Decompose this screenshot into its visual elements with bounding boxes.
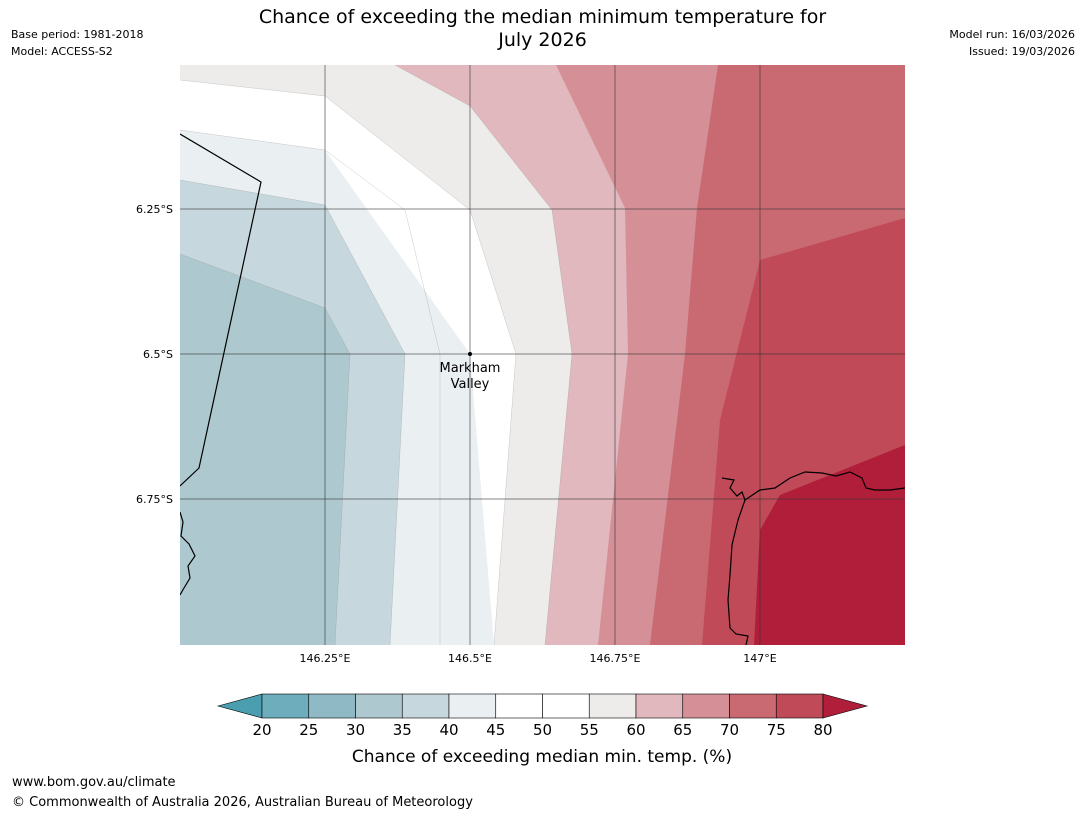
coastlines-and-borders — [180, 133, 905, 645]
footer-copyright: © Commonwealth of Australia 2026, Austra… — [12, 795, 473, 810]
colorbar-cell-20-25 — [261, 693, 310, 719]
colorbar-cell-30-35 — [355, 693, 403, 719]
map-title-line1: Chance of exceeding the median minimum t… — [258, 6, 827, 28]
lon-label-147: 147°E — [743, 652, 776, 665]
colorbar-tick-25: 25 — [299, 721, 318, 739]
base-period-text: Base period: 1981-2018 — [11, 28, 144, 41]
colorbar-cell-55-60 — [588, 693, 637, 719]
colorbar-under-arrow — [216, 693, 263, 719]
latitude-axis-labels: 6.25°S 6.5°S 6.75°S — [136, 203, 173, 506]
colorbar-cell-70-75 — [729, 693, 777, 719]
colorbar-over-arrow — [822, 693, 869, 719]
colorbar-tick-55: 55 — [580, 721, 599, 739]
longitude-axis-labels: 146.25°E 146.5°E 146.75°E 147°E — [300, 652, 777, 665]
place-dot — [468, 352, 472, 356]
colorbar-tick-40: 40 — [439, 721, 458, 739]
meta-right: Model run: 16/03/2026 Issued: 19/03/2026 — [949, 26, 1075, 60]
colorbar-tick-30: 30 — [346, 721, 365, 739]
colorbar-label: Chance of exceeding median min. temp. (%… — [352, 747, 732, 767]
north-coastline — [744, 471, 905, 501]
colorbar-cells — [261, 693, 824, 719]
colorbar-tick-45: 45 — [486, 721, 505, 739]
west-coastline — [180, 511, 196, 596]
place-label-line2: Valley — [451, 377, 490, 392]
lon-label-146-25: 146.25°E — [300, 652, 351, 665]
model-run-text: Model run: 16/03/2026 — [949, 28, 1075, 41]
colorbar-cell-40-45 — [448, 693, 497, 719]
meta-left: Base period: 1981-2018 Model: ACCESS-S2 — [11, 26, 143, 60]
place-marker: Markham Valley — [440, 352, 501, 392]
colorbar-tick-20: 20 — [252, 721, 271, 739]
place-label-line1: Markham — [440, 361, 501, 376]
colorbar: 20 25 30 35 40 45 50 55 60 65 70 75 80 Chance of exc… — [216, 693, 869, 767]
colorbar-cell-25-30 — [308, 693, 356, 719]
colorbar-tick-75: 75 — [767, 721, 786, 739]
border-line — [180, 133, 262, 487]
colorbar-tick-60: 60 — [626, 721, 645, 739]
map-title-line2: July 2026 — [498, 29, 587, 51]
colorbar-cell-50-55 — [542, 693, 590, 719]
colorbar-tick-65: 65 — [673, 721, 692, 739]
east-coastline — [721, 477, 749, 645]
map-title: Chance of exceeding the median minimum t… — [180, 6, 905, 52]
colorbar-cell-75-80 — [775, 693, 824, 719]
colorbar-cell-60-65 — [635, 693, 684, 719]
colorbar-tick-35: 35 — [393, 721, 412, 739]
lat-label-6-25: 6.25°S — [136, 203, 173, 216]
lat-label-6-75: 6.75°S — [136, 493, 173, 506]
issued-text: Issued: 19/03/2026 — [968, 45, 1075, 58]
colorbar-tick-50: 50 — [533, 721, 552, 739]
colorbar-tick-labels: 20 25 30 35 40 45 50 55 60 65 70 75 80 — [252, 721, 832, 739]
colorbar-tick-80: 80 — [813, 721, 832, 739]
lon-label-146-5: 146.5°E — [448, 652, 492, 665]
lon-label-146-75: 146.75°E — [590, 652, 641, 665]
band-over-80 — [754, 445, 905, 645]
colorbar-cell-65-70 — [682, 693, 730, 719]
colorbar-tick-70: 70 — [720, 721, 739, 739]
colorbar-cell-35-40 — [401, 693, 450, 719]
lat-label-6-5: 6.5°S — [143, 348, 173, 361]
colorbar-cell-45-50 — [495, 693, 543, 719]
band-30-35 — [180, 254, 350, 645]
footer-url: www.bom.gov.au/climate — [12, 775, 176, 790]
model-text: Model: ACCESS-S2 — [11, 45, 113, 58]
probability-contours — [180, 65, 905, 645]
